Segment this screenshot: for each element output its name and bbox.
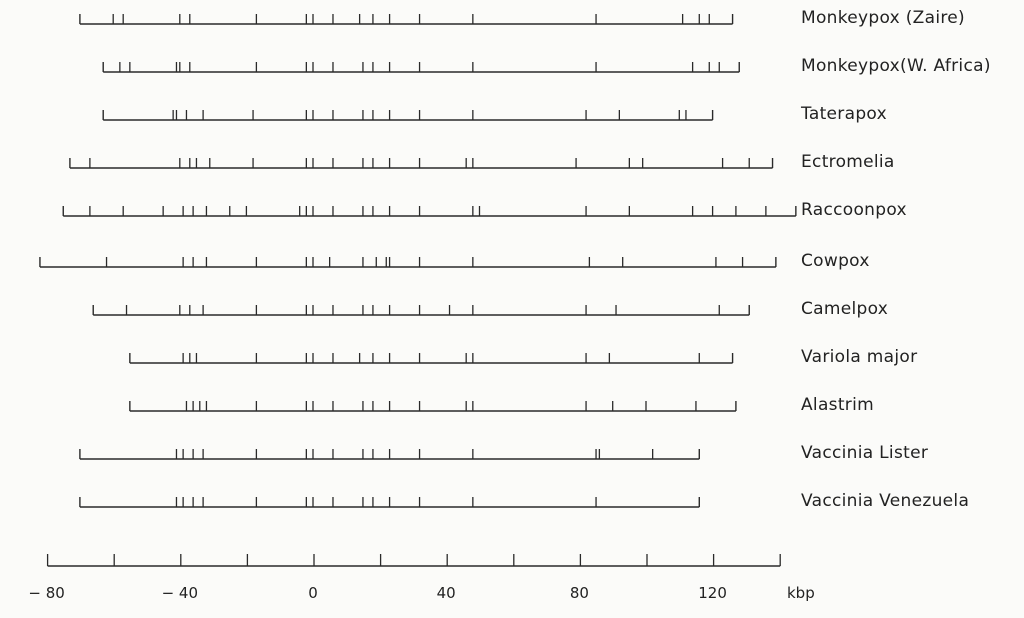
strain-label: Vaccinia Venezuela [801,491,969,511]
strain-label: Vaccinia Lister [801,443,928,463]
axis-tick-label: − 80 [28,584,64,602]
strain-row: Vaccinia Venezuela [79,491,969,511]
strain-row: Camelpox [92,299,888,319]
strain-row: Variola major [129,347,917,367]
strain-row: Vaccinia Lister [79,443,928,463]
strain-row: Monkeypox (Zaire) [79,8,965,28]
strain-rows: Monkeypox (Zaire) Monkeypox(W. Africa) Tat… [39,8,991,511]
axis-tick-label: 0 [308,584,318,602]
strain-label: Monkeypox (Zaire) [801,8,965,28]
strain-row: Cowpox [39,251,870,271]
axis-tick-label: 40 [437,584,456,602]
axis-tick-label: 120 [698,584,727,602]
strain-label: Cowpox [801,251,870,271]
strain-label: Raccoonpox [801,200,907,220]
strain-label: Alastrim [801,395,874,415]
strain-label: Taterapox [800,104,887,124]
scale-axis: − 80 − 40 0 40 80 120 kbp [28,554,815,602]
strain-label: Camelpox [801,299,888,319]
axis-unit-label: kbp [787,584,815,602]
strain-row: Ectromelia [69,152,895,172]
axis-tick-label: 80 [570,584,589,602]
strain-label: Monkeypox(W. Africa) [801,56,991,76]
strain-row: Monkeypox(W. Africa) [102,56,991,76]
strain-label: Ectromelia [801,152,895,172]
strain-row: Alastrim [129,395,874,415]
strain-row: Taterapox [102,104,887,124]
strain-row: Raccoonpox [62,200,907,220]
strain-label: Variola major [801,347,917,367]
axis-tick-label: − 40 [162,584,198,602]
